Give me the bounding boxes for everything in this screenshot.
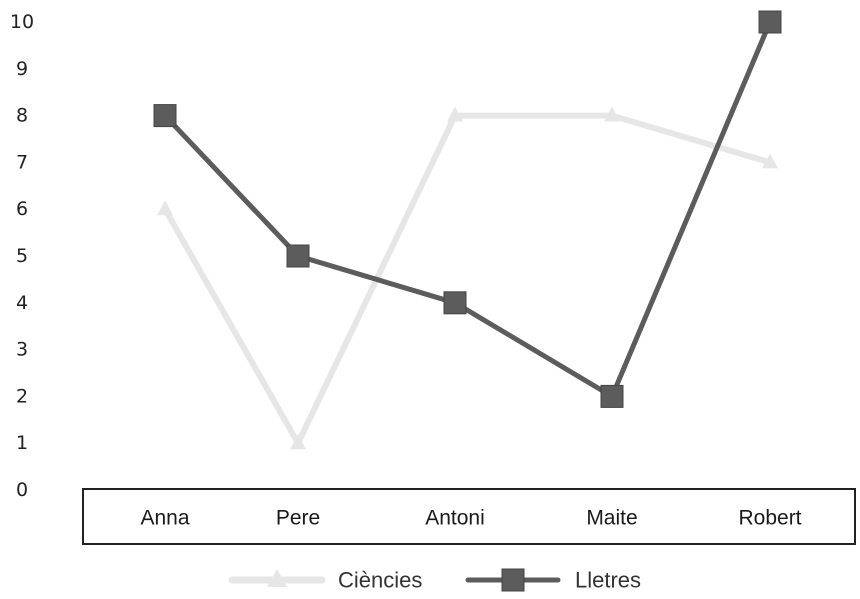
- y-tick-label: 5: [16, 245, 28, 267]
- series-line: [162, 19, 773, 399]
- x-tick-label: Antoni: [425, 507, 485, 530]
- y-tick-label: 10: [10, 11, 34, 33]
- data-point: [758, 10, 782, 34]
- data-point: [153, 104, 177, 128]
- data-point: [157, 200, 173, 216]
- y-axis: 0 1 2 3 4 5 6 7 8 9 10: [10, 11, 34, 501]
- data-point: [443, 291, 467, 315]
- x-tick-label: Pere: [276, 507, 320, 530]
- data-point: [447, 106, 463, 122]
- legend-item-lletres: Lletres: [465, 568, 641, 593]
- y-tick-label: 7: [16, 151, 28, 173]
- series-1: [153, 10, 782, 408]
- series-0: [157, 106, 778, 450]
- data-point: [762, 153, 778, 169]
- x-tick-label: Anna: [140, 507, 189, 530]
- legend-label: Lletres: [575, 568, 641, 593]
- x-tick-label: Robert: [738, 507, 801, 530]
- data-point: [604, 106, 620, 122]
- series-layer: [153, 10, 782, 450]
- series-line: [162, 112, 773, 447]
- y-tick-label: 3: [16, 339, 28, 361]
- y-tick-label: 2: [16, 385, 28, 407]
- y-tick-label: 4: [16, 292, 28, 314]
- x-axis: Anna Pere Antoni Maite Robert: [140, 507, 801, 530]
- data-point: [286, 244, 310, 268]
- y-tick-label: 1: [16, 432, 28, 454]
- y-tick-label: 0: [16, 479, 28, 501]
- x-tick-label: Maite: [586, 507, 637, 530]
- y-tick-label: 8: [16, 105, 28, 127]
- y-tick-label: 9: [16, 58, 28, 80]
- data-point: [600, 384, 624, 408]
- y-tick-label: 6: [16, 198, 28, 220]
- legend: Ciències Lletres: [228, 568, 641, 593]
- legend-label: Ciències: [338, 568, 422, 593]
- legend-marker: [501, 568, 525, 592]
- data-point: [290, 434, 306, 450]
- legend-item-ciencies: Ciències: [228, 568, 422, 593]
- x-axis-box: [82, 488, 856, 545]
- legend-marker: [267, 569, 287, 587]
